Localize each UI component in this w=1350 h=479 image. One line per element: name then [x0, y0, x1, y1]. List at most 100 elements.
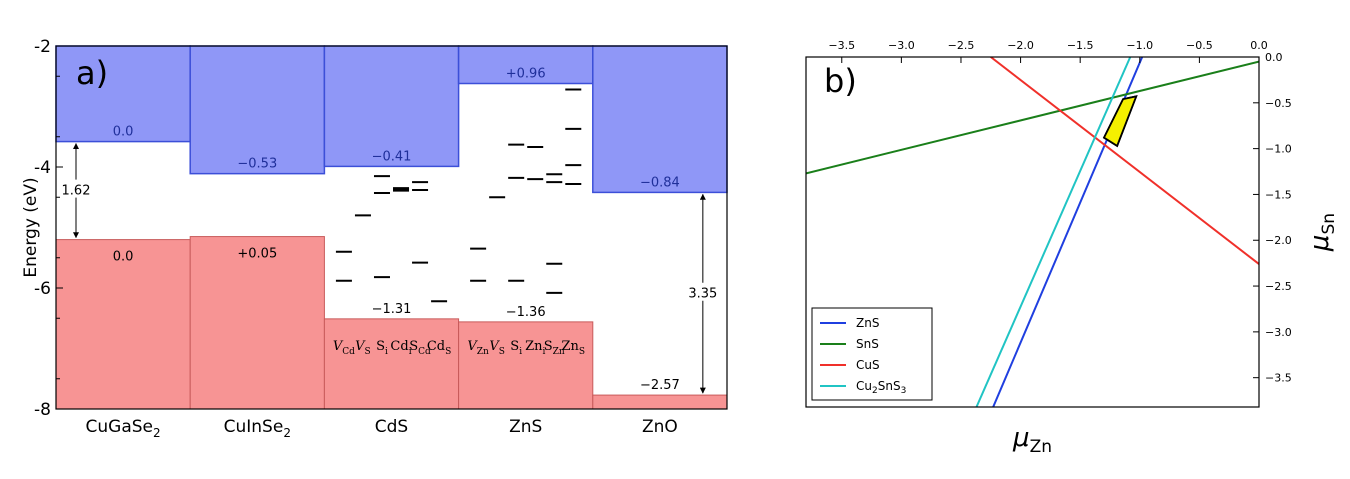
- y-tick-label: -8: [34, 400, 51, 420]
- y-tick-label: −1.5: [1265, 188, 1292, 201]
- y-tick-label: -2: [34, 37, 51, 57]
- conduction-band-bar: [457, 45, 594, 85]
- defect-symbol: V: [355, 339, 366, 354]
- defect-symbol: V: [467, 339, 478, 354]
- y-tick-label: −2.0: [1265, 234, 1292, 247]
- material-subscript: 2: [283, 426, 291, 440]
- valence-band-bar: [323, 318, 460, 410]
- y-tick-label: −1.0: [1265, 143, 1292, 156]
- plot-area: [806, 57, 1259, 407]
- y-axis-symbol: μ: [1305, 235, 1335, 253]
- legend-entry: CuS: [856, 358, 880, 372]
- cb-offset-label: −0.41: [372, 149, 412, 164]
- chemical-potential-chart: −3.5 −3.0 −2.5 −2.0 −1.5 −1.0 −0.5 0.00.0 −0.5 −1…: [805, 39, 1339, 457]
- y-tick-label: −3.5: [1265, 372, 1292, 385]
- x-tick-label: −2.0: [1007, 39, 1034, 52]
- defect-subscript: Zn: [553, 347, 565, 357]
- defect-label: ZnS: [561, 339, 585, 357]
- y-tick-label: -6: [34, 279, 51, 299]
- material-name: CdS: [375, 417, 408, 437]
- defect-symbol: V: [333, 339, 344, 354]
- vb-offset-label: −1.31: [372, 302, 412, 317]
- defect-subscript: S: [579, 347, 585, 357]
- defect-label: SCd: [409, 339, 431, 357]
- material-name: CuGaSe: [86, 417, 154, 437]
- series-line: [806, 60, 1259, 175]
- defect-subscript: i: [542, 347, 545, 357]
- plot-frame: [805, 56, 1260, 408]
- defect-subscript: i: [385, 347, 388, 357]
- conduction-band-bar: [592, 45, 728, 194]
- defect-label: VS: [489, 339, 505, 357]
- defect-subscript: Cd: [342, 347, 355, 357]
- defect-label: Si: [510, 339, 522, 357]
- legend-subscript-2: 3: [901, 386, 907, 396]
- panel-label: b): [824, 62, 857, 100]
- legend-entry: SnS: [856, 337, 879, 351]
- defect-label: Zni: [525, 339, 545, 357]
- material-name: ZnS: [509, 417, 542, 437]
- x-axis-symbol: μ: [1012, 423, 1030, 453]
- material-name: CuInSe: [224, 417, 284, 437]
- stability-region-top: [1102, 95, 1138, 148]
- y-axis-subscript: Sn: [1319, 213, 1339, 235]
- x-tick-label: −3.5: [828, 39, 855, 52]
- legend-subscript: 2: [872, 386, 878, 396]
- series-line: [975, 57, 1132, 407]
- cb-offset-label: 0.0: [113, 125, 134, 140]
- valence-band-bar: [189, 236, 325, 410]
- defect-symbol: S: [510, 339, 519, 354]
- panel-label: a): [76, 54, 108, 92]
- material-name: ZnO: [642, 417, 678, 437]
- band-alignment-chart: 0.0 0.0 −0.53 +0.05 −0.41 −1.31 +0.96 −1.36 −0.8…: [21, 37, 728, 440]
- defect-symbol: Cd: [390, 339, 408, 354]
- defect-label: Cdi: [390, 339, 411, 357]
- cb-offset-label: −0.84: [640, 175, 680, 190]
- axes: −3.5 −3.0 −2.5 −2.0 −1.5 −1.0 −0.5 0.00.0 −0.5 −1…: [824, 39, 1339, 457]
- chart-texts: 0.0 0.0 −0.53 +0.05 −0.41 −1.31 +0.96 −1.36 −0.8…: [59, 54, 720, 393]
- y-tick-label: −0.5: [1265, 97, 1292, 110]
- vb-offset-label: −2.57: [640, 378, 680, 393]
- band-bars: [55, 45, 728, 410]
- cb-offset-label: −0.53: [237, 157, 277, 172]
- defect-label: Si: [376, 339, 388, 357]
- defect-symbol: Zn: [525, 339, 543, 354]
- x-tick-label: 0.0: [1250, 39, 1268, 52]
- gap-value-label: 1.62: [62, 184, 91, 199]
- y-tick-label: −3.0: [1265, 326, 1292, 339]
- plot-frame: [55, 45, 728, 410]
- defect-label: VS: [355, 339, 371, 357]
- defect-symbol: S: [376, 339, 385, 354]
- y-tick-label: 0.0: [1265, 51, 1283, 64]
- gap-label-bg: [59, 179, 93, 198]
- conduction-band-bar: [55, 45, 191, 143]
- legend-entry: Cu2SnS3: [856, 379, 906, 396]
- defect-levels: [335, 88, 582, 303]
- material-tick-label: ZnO: [642, 417, 678, 437]
- defect-subscript: Zn: [477, 347, 489, 357]
- series-line: [990, 57, 1259, 265]
- vb-offset-label: +0.05: [237, 247, 277, 262]
- y-axis-label: Energy (eV): [21, 177, 41, 277]
- x-tick-label: −0.5: [1186, 39, 1213, 52]
- y-tick-label: −2.5: [1265, 280, 1292, 293]
- legend-name-cont: SnS: [878, 379, 901, 393]
- defect-subscript: S: [365, 347, 371, 357]
- gap-label-bg: [685, 282, 720, 301]
- material-subscript: 2: [153, 426, 161, 440]
- legend-name: Cu: [856, 379, 872, 393]
- material-tick-label: CuGaSe2: [86, 417, 161, 440]
- defect-symbol: S: [409, 339, 418, 354]
- legend-name: ZnS: [856, 316, 879, 330]
- legend-name: CuS: [856, 358, 880, 372]
- defect-label: CdS: [427, 339, 451, 357]
- x-tick-label: −3.0: [888, 39, 915, 52]
- conduction-band-bar: [189, 45, 326, 175]
- defect-subscript: S: [445, 347, 451, 357]
- defect-symbol: Zn: [561, 339, 579, 354]
- material-tick-label: ZnS: [509, 417, 542, 437]
- y-axis-label: μSn: [1305, 213, 1339, 252]
- vb-offset-label: 0.0: [113, 250, 134, 265]
- defect-subscript: Cd: [418, 347, 431, 357]
